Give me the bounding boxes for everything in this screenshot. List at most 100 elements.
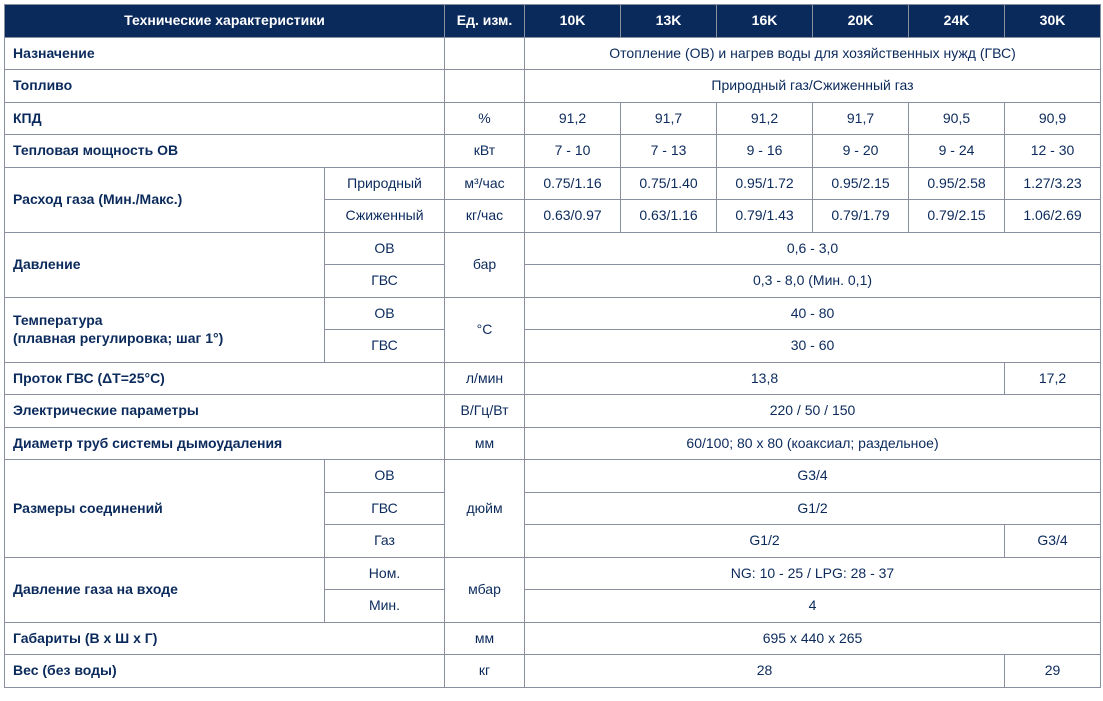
row-electrical: Электрические параметры В/Гц/Вт 220 / 50… [5,395,1101,428]
label-conn: Размеры соединений [5,460,325,558]
value-pressure-gvs: 0,3 - 8,0 (Мин. 0,1) [525,265,1101,298]
header-unit: Ед. изм. [445,5,525,38]
label-purpose: Назначение [5,37,445,70]
label-weight: Вес (без воды) [5,655,445,688]
header-model-1: 13K [621,5,717,38]
gl-5: 1.06/2.69 [1005,200,1101,233]
unit-flue: мм [445,427,525,460]
unit-inlet: мбар [445,557,525,622]
value-weight-6: 29 [1005,655,1101,688]
value-purpose: Отопление (ОВ) и нагрев воды для хозяйст… [525,37,1101,70]
sub-pressure-ov: ОВ [325,232,445,265]
row-inlet-nom: Давление газа на входе Ном. мбар NG: 10 … [5,557,1101,590]
unit-pressure: бар [445,232,525,297]
sub-temp-ov: ОВ [325,297,445,330]
value-flue: 60/100; 80 х 80 (коаксиал; раздельное) [525,427,1101,460]
label-dimensions: Габариты (В х Ш х Г) [5,622,445,655]
header-spec: Технические характеристики [5,5,445,38]
unit-gas-natural: м³/час [445,167,525,200]
header-model-4: 24K [909,5,1005,38]
label-pressure: Давление [5,232,325,297]
value-weight-1-5: 28 [525,655,1005,688]
value-conn-gvs: G1/2 [525,492,1101,525]
hp-4: 9 - 24 [909,135,1005,168]
sub-gas-lpg: Сжиженный [325,200,445,233]
header-model-5: 30K [1005,5,1101,38]
gn-1: 0.75/1.40 [621,167,717,200]
sub-gas-natural: Природный [325,167,445,200]
unit-fuel [445,70,525,103]
value-dhw-6: 17,2 [1005,362,1101,395]
row-conn-ov: Размеры соединений ОВ дюйм G3/4 [5,460,1101,493]
unit-temp: °C [445,297,525,362]
hp-5: 12 - 30 [1005,135,1101,168]
label-flue: Диаметр труб системы дымоудаления [5,427,445,460]
row-temp-ov: Температура (плавная регулировка; шаг 1°… [5,297,1101,330]
value-pressure-ov: 0,6 - 3,0 [525,232,1101,265]
hp-0: 7 - 10 [525,135,621,168]
unit-dhw: л/мин [445,362,525,395]
gl-2: 0.79/1.43 [717,200,813,233]
hp-3: 9 - 20 [813,135,909,168]
value-temp-ov: 40 - 80 [525,297,1101,330]
row-gas-natural: Расход газа (Мин./Макс.) Природный м³/ча… [5,167,1101,200]
row-pressure-ov: Давление ОВ бар 0,6 - 3,0 [5,232,1101,265]
header-model-3: 20K [813,5,909,38]
header-model-2: 16K [717,5,813,38]
value-conn-ov: G3/4 [525,460,1101,493]
value-dimensions: 695 х 440 х 265 [525,622,1101,655]
label-temp: Температура (плавная регулировка; шаг 1°… [5,297,325,362]
gn-4: 0.95/2.58 [909,167,1005,200]
gl-3: 0.79/1.79 [813,200,909,233]
unit-dimensions: мм [445,622,525,655]
eff-3: 91,7 [813,102,909,135]
unit-purpose [445,37,525,70]
row-flue: Диаметр труб системы дымоудаления мм 60/… [5,427,1101,460]
eff-0: 91,2 [525,102,621,135]
sub-conn-gvs: ГВС [325,492,445,525]
unit-efficiency: % [445,102,525,135]
gn-2: 0.95/1.72 [717,167,813,200]
sub-temp-gvs: ГВС [325,330,445,363]
table-header: Технические характеристики Ед. изм. 10K … [5,5,1101,38]
label-electrical: Электрические параметры [5,395,445,428]
gl-1: 0.63/1.16 [621,200,717,233]
label-efficiency: КПД [5,102,445,135]
gn-5: 1.27/3.23 [1005,167,1101,200]
eff-5: 90,9 [1005,102,1101,135]
unit-gas-lpg: кг/час [445,200,525,233]
value-fuel: Природный газ/Сжиженный газ [525,70,1101,103]
sub-inlet-nom: Ном. [325,557,445,590]
value-conn-gas-1-5: G1/2 [525,525,1005,558]
sub-conn-gas: Газ [325,525,445,558]
sub-conn-ov: ОВ [325,460,445,493]
value-inlet-min: 4 [525,590,1101,623]
gl-4: 0.79/2.15 [909,200,1005,233]
label-dhw: Проток ГВС (ΔT=25°C) [5,362,445,395]
unit-heat-power: кВт [445,135,525,168]
row-purpose: Назначение Отопление (ОВ) и нагрев воды … [5,37,1101,70]
header-model-0: 10K [525,5,621,38]
gl-0: 0.63/0.97 [525,200,621,233]
gn-3: 0.95/2.15 [813,167,909,200]
label-fuel: Топливо [5,70,445,103]
gn-0: 0.75/1.16 [525,167,621,200]
spec-table: Технические характеристики Ед. изм. 10K … [4,4,1101,688]
sub-inlet-min: Мин. [325,590,445,623]
row-fuel: Топливо Природный газ/Сжиженный газ [5,70,1101,103]
hp-1: 7 - 13 [621,135,717,168]
value-conn-gas-6: G3/4 [1005,525,1101,558]
row-dimensions: Габариты (В х Ш х Г) мм 695 х 440 х 265 [5,622,1101,655]
value-dhw-1-5: 13,8 [525,362,1005,395]
unit-conn: дюйм [445,460,525,558]
value-inlet-nom: NG: 10 - 25 / LPG: 28 - 37 [525,557,1101,590]
unit-weight: кг [445,655,525,688]
value-temp-gvs: 30 - 60 [525,330,1101,363]
label-heat-power: Тепловая мощность ОВ [5,135,445,168]
row-dhw-flow: Проток ГВС (ΔT=25°C) л/мин 13,8 17,2 [5,362,1101,395]
unit-electrical: В/Гц/Вт [445,395,525,428]
hp-2: 9 - 16 [717,135,813,168]
eff-1: 91,7 [621,102,717,135]
row-efficiency: КПД % 91,2 91,7 91,2 91,7 90,5 90,9 [5,102,1101,135]
sub-pressure-gvs: ГВС [325,265,445,298]
